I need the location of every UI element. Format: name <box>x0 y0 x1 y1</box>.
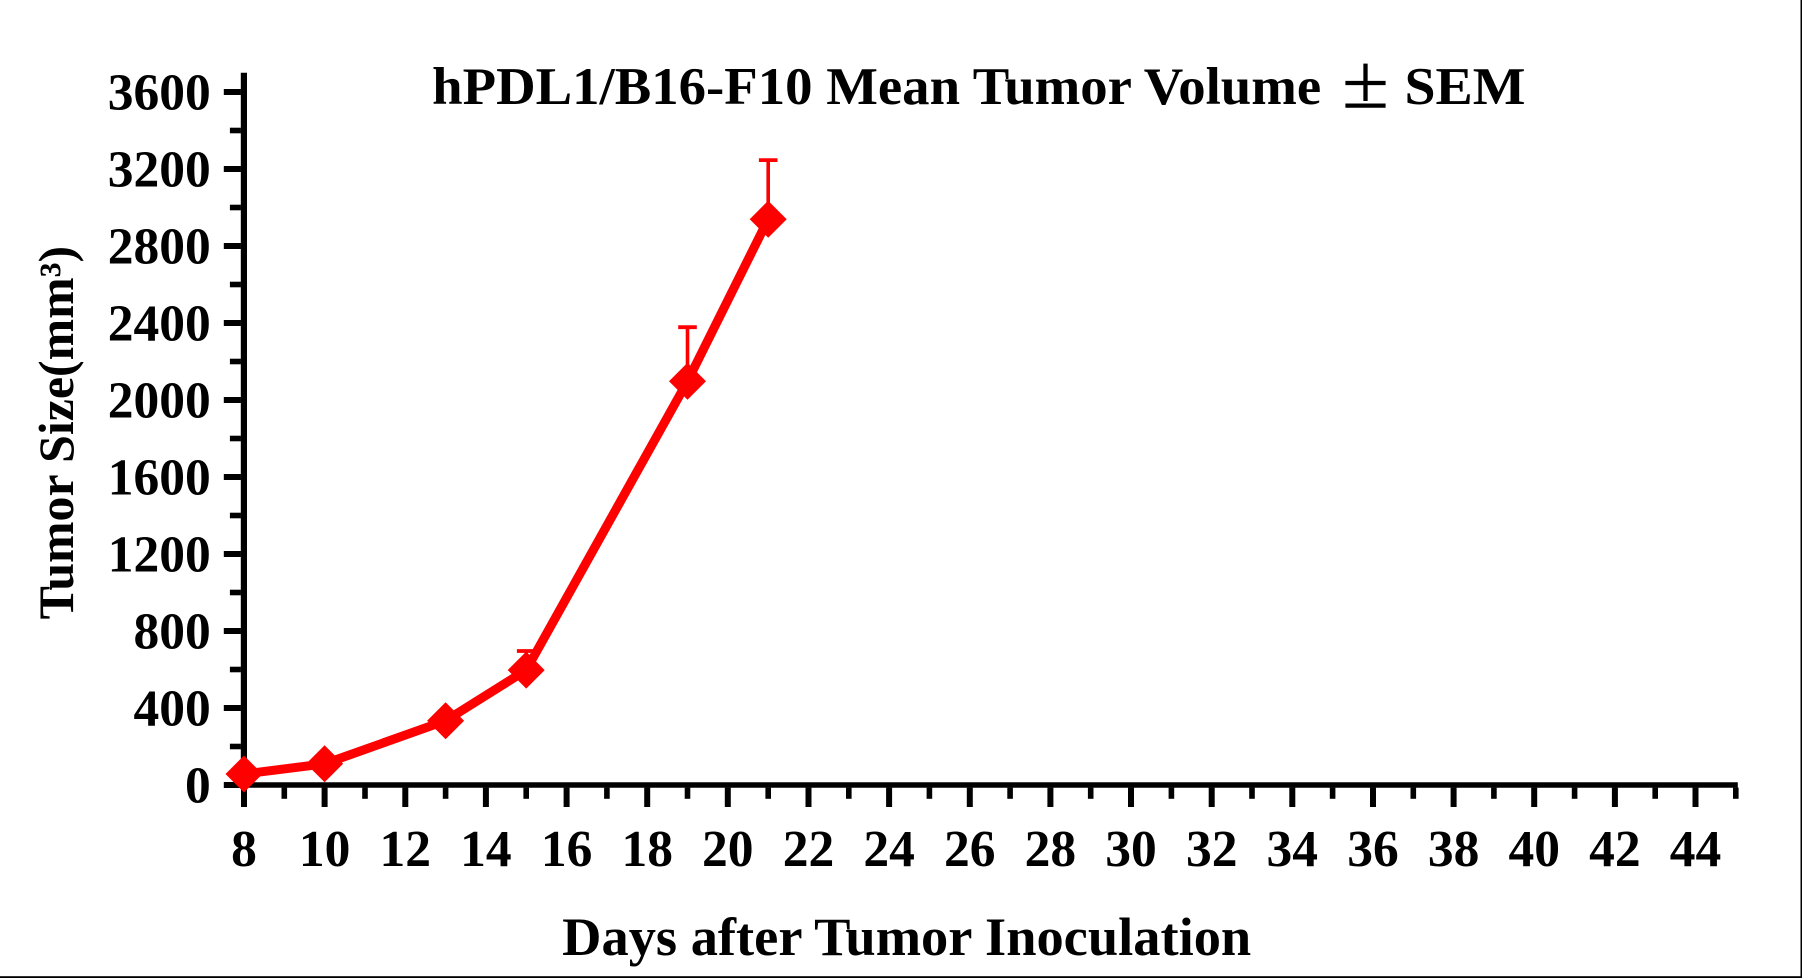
svg-text:28: 28 <box>1025 821 1077 878</box>
svg-text:800: 800 <box>134 603 211 660</box>
svg-text:Days after Tumor Inoculation: Days after Tumor Inoculation <box>562 907 1251 967</box>
svg-text:30: 30 <box>1105 821 1157 878</box>
svg-text:Tumor Size(mm³): Tumor Size(mm³) <box>29 246 84 619</box>
svg-text:1200: 1200 <box>108 526 211 583</box>
svg-text:12: 12 <box>380 821 432 878</box>
svg-text:SEM: SEM <box>1405 58 1526 116</box>
svg-text:36: 36 <box>1347 821 1399 878</box>
svg-text:2800: 2800 <box>108 218 211 275</box>
svg-text:44: 44 <box>1670 821 1722 878</box>
svg-text:2400: 2400 <box>108 295 211 352</box>
svg-text:14: 14 <box>460 821 512 878</box>
svg-text:34: 34 <box>1267 821 1319 878</box>
svg-text:22: 22 <box>783 821 835 878</box>
svg-text:24: 24 <box>863 821 915 878</box>
svg-text:32: 32 <box>1186 821 1238 878</box>
svg-text:38: 38 <box>1428 821 1480 878</box>
svg-text:16: 16 <box>541 821 593 878</box>
svg-text:3200: 3200 <box>108 141 211 198</box>
svg-text:42: 42 <box>1589 821 1641 878</box>
svg-text:20: 20 <box>702 821 754 878</box>
svg-text:1600: 1600 <box>108 449 211 506</box>
svg-text:0: 0 <box>185 757 211 814</box>
svg-text:10: 10 <box>299 821 351 878</box>
svg-text:3600: 3600 <box>108 64 211 121</box>
svg-text:40: 40 <box>1508 821 1560 878</box>
svg-text:2000: 2000 <box>108 372 211 429</box>
svg-text:400: 400 <box>134 680 211 737</box>
svg-text:hPDL1/B16-F10 Mean Tumor Volum: hPDL1/B16-F10 Mean Tumor Volume <box>432 58 1321 116</box>
svg-text:18: 18 <box>621 821 673 878</box>
svg-text:8: 8 <box>231 821 257 878</box>
svg-text:26: 26 <box>944 821 996 878</box>
